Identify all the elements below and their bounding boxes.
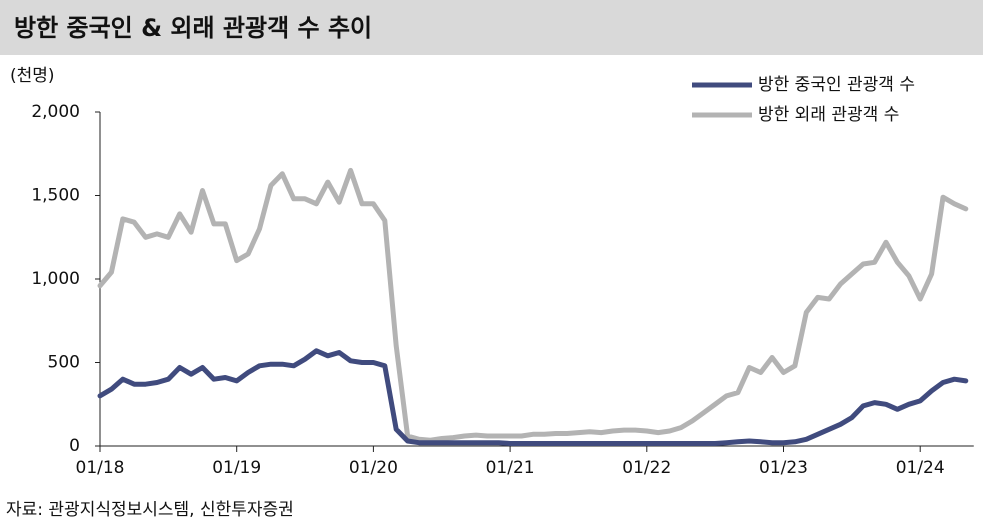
x-tick-label: 01/18 bbox=[76, 458, 125, 478]
y-tick-label: 1,000 bbox=[31, 269, 80, 289]
chart-title: 방한 중국인 & 외래 관광객 수 추이 bbox=[14, 14, 372, 42]
y-tick-label: 0 bbox=[69, 436, 80, 456]
y-tick-label: 500 bbox=[48, 353, 80, 373]
title-bar bbox=[0, 0, 983, 55]
legend-label: 방한 외래 관광객 수 bbox=[758, 105, 899, 125]
source: 자료: 관광지식정보시스템, 신한투자증권 bbox=[6, 500, 294, 520]
series-line bbox=[97, 348, 969, 446]
x-tick-label: 01/20 bbox=[349, 458, 398, 478]
legend-label: 방한 중국인 관광객 수 bbox=[758, 75, 915, 95]
x-tick-label: 01/24 bbox=[896, 458, 945, 478]
series-line bbox=[97, 167, 969, 443]
y-unit: (천명) bbox=[10, 66, 55, 86]
y-tick-label: 2,000 bbox=[31, 102, 80, 122]
x-tick-label: 01/22 bbox=[622, 458, 671, 478]
x-tick-label: 01/21 bbox=[486, 458, 535, 478]
x-tick-label: 01/19 bbox=[212, 458, 261, 478]
x-tick-label: 01/23 bbox=[759, 458, 808, 478]
y-tick-label: 1,500 bbox=[31, 186, 80, 206]
